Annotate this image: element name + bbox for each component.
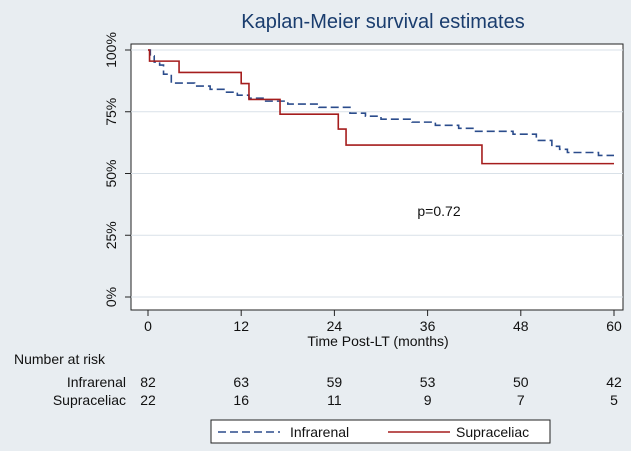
risk-value: 50	[513, 374, 529, 390]
risk-value: 9	[424, 392, 432, 408]
chart-title: Kaplan-Meier survival estimates	[241, 11, 524, 33]
legend-label-supraceliac: Supraceliac	[456, 424, 529, 440]
legend: Infrarenal Supraceliac	[210, 419, 551, 444]
risk-value: 82	[140, 374, 156, 390]
curve-supraceliac	[148, 49, 614, 165]
risk-value: 59	[327, 374, 343, 390]
x-tick-label-2: 24	[327, 318, 343, 334]
y-tick-label-0: 0%	[103, 287, 119, 307]
x-tick-label-3: 36	[420, 318, 436, 334]
risk-value: 7	[517, 392, 525, 408]
x-tick-label-0: 0	[144, 318, 152, 334]
survival-curves	[148, 49, 614, 165]
legend-box	[210, 419, 551, 444]
x-tick-label-5: 60	[606, 318, 622, 334]
axes: 0% 25% 50% 75% 100% 0 12 24 36 48 60	[103, 32, 622, 334]
y-tick-label-4: 100%	[103, 32, 119, 68]
risk-value: 42	[606, 374, 622, 390]
risk-value: 16	[233, 392, 249, 408]
risk-table-heading: Number at risk	[14, 351, 106, 367]
y-tick-label-2: 50%	[103, 159, 119, 187]
legend-label-infrarenal: Infrarenal	[290, 424, 349, 440]
x-axis-label: Time Post-LT (months)	[307, 333, 448, 349]
y-tick-label-3: 75%	[103, 98, 119, 126]
risk-value: 53	[420, 374, 436, 390]
plot-area	[130, 43, 624, 311]
risk-value: 5	[610, 392, 618, 408]
risk-value: 63	[233, 374, 249, 390]
y-tick-label-1: 25%	[103, 221, 119, 249]
x-tick-label-4: 48	[513, 318, 529, 334]
p-value-annotation: p=0.72	[417, 203, 460, 219]
risk-value: 22	[140, 392, 156, 408]
risk-row-label-infrarenal: Infrarenal	[67, 374, 126, 390]
risk-value: 11	[327, 392, 342, 408]
risk-table: Infrarenal 82 63 59 53 50 42 Supraceliac 22 16 11 9…	[53, 374, 622, 408]
grid-lines	[131, 49, 623, 298]
risk-row-label-supraceliac: Supraceliac	[53, 392, 126, 408]
x-tick-label-1: 12	[233, 318, 249, 334]
curve-infrarenal	[148, 49, 614, 157]
